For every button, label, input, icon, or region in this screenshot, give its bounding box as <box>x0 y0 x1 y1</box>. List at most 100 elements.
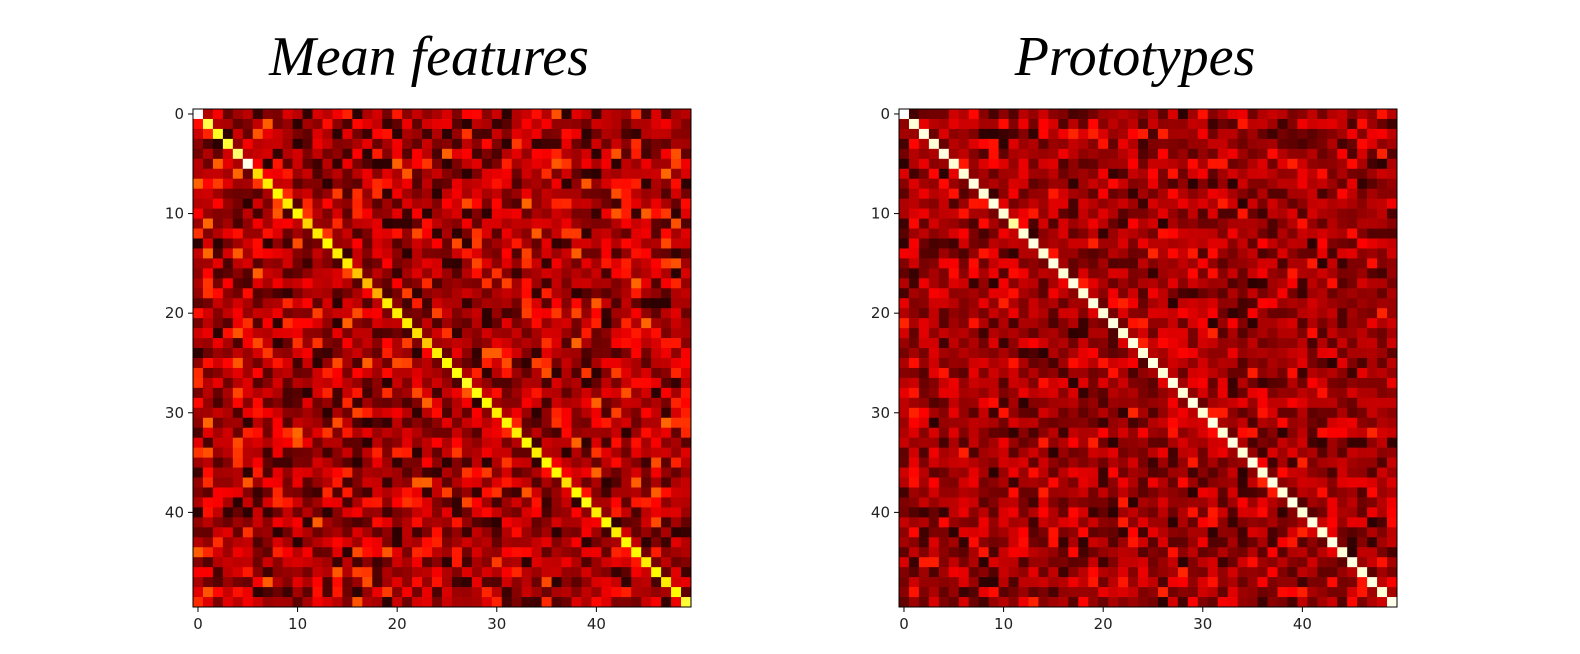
heatmap-cell <box>531 427 542 439</box>
heatmap-cell <box>1247 198 1258 209</box>
heatmap-cell <box>641 477 652 488</box>
heatmap-cell <box>621 497 632 508</box>
heatmap-cell <box>1088 537 1099 548</box>
heatmap-cell <box>422 268 433 279</box>
heatmap-cell <box>1098 138 1109 150</box>
heatmap-cell <box>342 587 353 598</box>
heatmap-cell <box>471 597 483 608</box>
heatmap-cell <box>1177 288 1189 299</box>
heatmap-cell <box>252 238 264 249</box>
heatmap-cell <box>451 467 463 478</box>
heatmap-cell <box>621 118 632 130</box>
heatmap-cell <box>332 268 343 279</box>
heatmap-cell <box>681 567 692 578</box>
heatmap-cell <box>471 567 483 578</box>
heatmap-cell <box>1167 367 1179 379</box>
heatmap-cell <box>938 407 950 419</box>
heatmap-cell <box>232 407 244 419</box>
heatmap-cell <box>1377 278 1388 289</box>
heatmap-cell <box>998 457 1009 468</box>
heatmap-cell <box>1148 537 1159 548</box>
heatmap-cell <box>671 487 682 498</box>
heatmap-cell <box>481 417 493 429</box>
heatmap-cell <box>928 168 940 180</box>
heatmap-cell <box>491 358 503 369</box>
heatmap-cell <box>958 537 970 548</box>
heatmap-cell <box>1267 158 1278 170</box>
heatmap-cell <box>372 577 383 588</box>
heatmap-cell <box>1148 308 1159 319</box>
heatmap-cell <box>292 218 303 229</box>
heatmap-cell <box>581 328 592 339</box>
heatmap-cell <box>1217 367 1229 379</box>
heatmap-cell <box>531 178 542 190</box>
heatmap-cell <box>661 367 672 379</box>
heatmap-cell <box>1187 168 1199 180</box>
heatmap-cell <box>491 188 503 199</box>
heatmap-cell <box>282 567 293 578</box>
heatmap-cell <box>958 348 970 359</box>
heatmap-cell <box>661 477 672 488</box>
heatmap-cell <box>1347 547 1358 558</box>
heatmap-cell <box>958 198 970 209</box>
heatmap-cell <box>1217 447 1229 458</box>
heatmap-cell <box>312 109 323 120</box>
heatmap-cell <box>1068 178 1079 190</box>
heatmap-cell <box>332 328 343 339</box>
heatmap-cell <box>352 417 363 429</box>
heatmap-cell <box>1098 407 1109 419</box>
heatmap-cell <box>1387 218 1398 229</box>
heatmap-cell <box>212 238 224 249</box>
heatmap-cell <box>631 407 642 419</box>
heatmap-cell <box>212 328 224 339</box>
heatmap-cell <box>1108 417 1119 429</box>
heatmap-cell <box>1108 397 1119 409</box>
heatmap-cell <box>292 348 303 359</box>
heatmap-cell <box>1148 118 1159 130</box>
heatmap-cell <box>1148 417 1159 429</box>
heatmap-cell <box>1048 447 1059 458</box>
heatmap-cell <box>1197 447 1209 458</box>
heatmap-cell <box>998 567 1009 578</box>
heatmap-cell <box>561 577 572 588</box>
heatmap-cell <box>262 457 274 468</box>
heatmap-cell <box>1257 318 1268 329</box>
heatmap-cell <box>432 547 443 558</box>
heatmap-cell <box>451 178 463 190</box>
heatmap-cell <box>1038 587 1049 598</box>
heatmap-cell <box>899 278 910 289</box>
heatmap-cell <box>511 158 523 170</box>
heatmap-cell <box>1068 597 1079 608</box>
heatmap-cell <box>1367 417 1378 429</box>
heatmap-cell <box>1128 118 1139 130</box>
heatmap-cell <box>1377 387 1388 399</box>
heatmap-cell <box>1377 447 1388 458</box>
heatmap-cell <box>958 577 970 588</box>
heatmap-cell <box>412 567 423 578</box>
heatmap-cell <box>1068 577 1079 588</box>
heatmap-cell <box>412 487 423 498</box>
heatmap-cell <box>1108 238 1119 249</box>
heatmap-cell <box>362 447 373 458</box>
heatmap-cell <box>1038 338 1049 349</box>
heatmap-cell <box>451 338 463 349</box>
heatmap-cell <box>641 547 652 558</box>
heatmap-cell <box>551 168 562 180</box>
heatmap-cell <box>1148 138 1159 150</box>
heatmap-cell <box>1267 228 1278 239</box>
heatmap-cell <box>1157 248 1169 259</box>
heatmap-cell <box>202 148 214 160</box>
heatmap-cell <box>193 118 204 130</box>
heatmap-cell <box>681 377 692 389</box>
heatmap-cell <box>551 517 562 528</box>
heatmap-cell <box>948 407 960 419</box>
heatmap-cell <box>1337 348 1348 359</box>
heatmap-cell <box>1207 318 1219 329</box>
heatmap-cell <box>501 178 513 190</box>
heatmap-cell <box>621 188 632 199</box>
heatmap-cell <box>1008 367 1019 379</box>
heatmap-cell <box>392 477 403 488</box>
heatmap-cell <box>1317 487 1328 498</box>
heatmap-cell <box>988 467 999 478</box>
heatmap-cell <box>541 208 552 219</box>
